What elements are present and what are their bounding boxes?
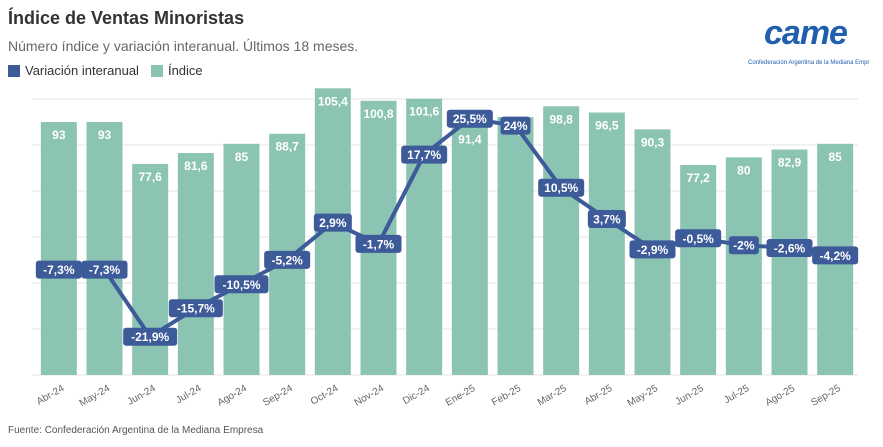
- line-label-box: [812, 246, 859, 265]
- line-label-box: [35, 260, 82, 279]
- line-label: -2,6%: [774, 241, 806, 255]
- line-label: -2,9%: [637, 243, 669, 257]
- line-label-box: [313, 213, 352, 232]
- line-label-box: [728, 236, 759, 255]
- line-label: -10,5%: [222, 278, 260, 292]
- x-tick-label: Sep-25: [809, 383, 843, 409]
- bar-label: 96,5: [595, 119, 619, 133]
- line-label: -2%: [733, 239, 755, 253]
- chart-title: Índice de Ventas Minoristas: [8, 8, 245, 28]
- x-tick-label: Ago-25: [764, 383, 798, 409]
- logo-tagline: Confederación Argentina de la Mediana Em…: [748, 60, 870, 66]
- chart-subtitle: Número índice y variación interanual. Úl…: [8, 38, 359, 54]
- line-label: 3,7%: [593, 212, 621, 226]
- bar-label: 82,9: [778, 156, 802, 170]
- x-tick-label: Dic-24: [401, 383, 432, 407]
- x-tick-label: Jul-24: [174, 383, 203, 406]
- bar-label: 98,8: [549, 112, 573, 126]
- bar-label: 85: [235, 150, 249, 164]
- bar-abr-25[interactable]: [588, 112, 625, 376]
- bar-label: 81,6: [184, 159, 208, 173]
- legend-label-indice: Índice: [167, 63, 203, 78]
- bar-label: 85: [828, 150, 842, 164]
- legend-item-indice[interactable]: Índice: [150, 63, 203, 78]
- line-label-box: [538, 178, 585, 197]
- x-tick-label: Ago-24: [216, 383, 250, 409]
- line-label-box: [587, 209, 626, 228]
- line-label-box: [766, 238, 813, 257]
- bar-abr-24[interactable]: [40, 122, 77, 375]
- line-label: 24%: [503, 119, 527, 133]
- line-label: -7,3%: [43, 263, 75, 277]
- bar-feb-25[interactable]: [497, 117, 534, 376]
- line-label-box: [675, 229, 722, 248]
- bar-jul-24[interactable]: [177, 153, 214, 375]
- bar-label: 77,2: [686, 171, 710, 185]
- line-label-box: [214, 275, 269, 294]
- bar-ene-25[interactable]: [451, 126, 488, 375]
- bar-label: 93: [52, 128, 66, 142]
- bar-jul-25[interactable]: [725, 157, 762, 375]
- line-label: -7,3%: [89, 263, 121, 277]
- line-label: -21,9%: [131, 330, 169, 344]
- x-tick-label: May-25: [626, 383, 661, 409]
- line-label-box: [401, 145, 448, 164]
- x-tick-label: Ene-25: [444, 383, 478, 409]
- x-tick-label: Mar-25: [536, 383, 569, 409]
- bar-label: 93: [98, 128, 112, 142]
- line-label-box: [123, 327, 178, 346]
- x-tick-label: Jul-25: [722, 383, 751, 406]
- line-label-box: [500, 116, 531, 135]
- x-tick-label: Oct-24: [309, 383, 341, 408]
- bar-jun-25[interactable]: [680, 165, 717, 375]
- line-label: -0,5%: [682, 232, 714, 246]
- bar-may-24[interactable]: [86, 122, 123, 375]
- line-label: -4,2%: [819, 249, 851, 263]
- bar-label: 77,6: [138, 170, 162, 184]
- line-label: 2,9%: [319, 216, 347, 230]
- bar-label: 90,3: [641, 135, 665, 149]
- x-tick-label: Abr-24: [35, 383, 67, 408]
- line-label-box: [446, 109, 493, 128]
- line-label: 10,5%: [544, 181, 578, 195]
- x-tick-label: Jun-25: [674, 383, 706, 408]
- line-label-box: [355, 234, 402, 253]
- line-label: -1,7%: [363, 237, 395, 251]
- line-label: 17,7%: [407, 148, 441, 162]
- source-note: Fuente: Confederación Argentina de la Me…: [8, 425, 264, 436]
- line-label-box: [81, 260, 128, 279]
- bar-dic-24[interactable]: [406, 98, 443, 375]
- x-tick-label: Jun-24: [126, 383, 158, 408]
- legend-swatch-variacion: [8, 64, 20, 77]
- line-label-box: [629, 240, 676, 259]
- legend-label-variacion: Variación interanual: [25, 63, 139, 78]
- line-label: -5,2%: [271, 253, 303, 267]
- came-logo: came Confederación Argentina de la Media…: [748, 14, 869, 74]
- line-label-box: [264, 250, 311, 269]
- legend-item-variacion[interactable]: Variación interanual: [8, 63, 139, 78]
- bar-label: 91,4: [458, 132, 482, 146]
- bar-label: 100,8: [363, 107, 393, 121]
- bar-label: 101,6: [409, 105, 439, 119]
- logo-wordmark: came: [764, 14, 848, 52]
- bar-label: 80: [737, 163, 751, 177]
- line-label: -15,7%: [177, 302, 215, 316]
- bar-mar-25[interactable]: [543, 106, 580, 375]
- bar-label: 105,4: [318, 94, 348, 108]
- legend-swatch-indice: [150, 64, 163, 77]
- line-label-box: [168, 299, 223, 318]
- bar-ago-24[interactable]: [223, 143, 260, 375]
- x-tick-label: Feb-25: [490, 383, 523, 409]
- x-tick-label: Abr-25: [583, 383, 615, 408]
- bar-ago-25[interactable]: [771, 149, 808, 375]
- x-tick-label: May-24: [78, 383, 113, 409]
- chart-area: 939377,681,68588,7105,4100,8101,691,494,…: [32, 88, 859, 409]
- bar-label: 88,7: [275, 140, 299, 154]
- x-tick-label: Nov-24: [353, 383, 387, 409]
- legend: Variación interanual Índice: [8, 63, 203, 78]
- x-tick-label: Sep-24: [261, 383, 295, 409]
- line-label: 25,5%: [453, 112, 487, 126]
